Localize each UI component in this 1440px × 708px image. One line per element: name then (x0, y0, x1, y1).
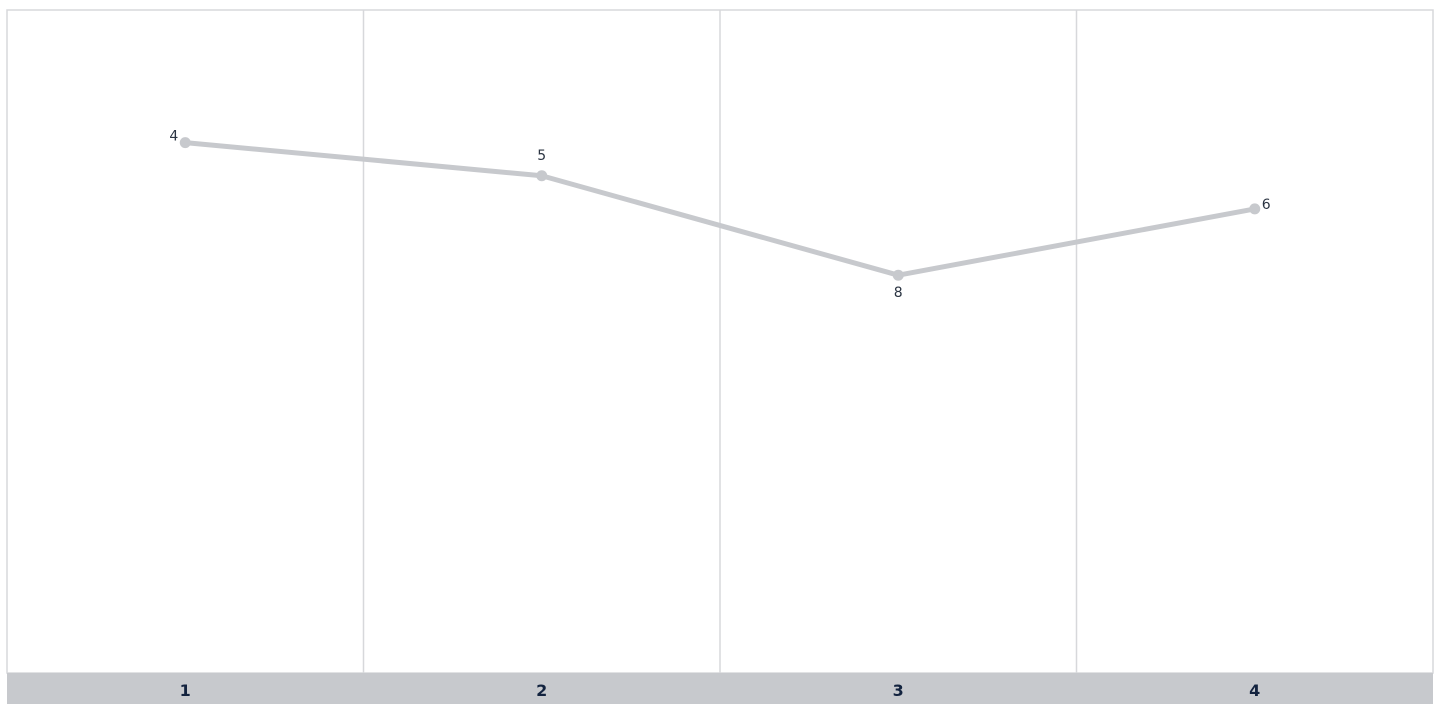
category-label: 4 (1249, 681, 1260, 700)
category-band: 1 2 3 4 (7, 673, 1433, 704)
data-label: 5 (537, 148, 546, 164)
series-layer (179, 137, 1261, 281)
data-point (892, 269, 904, 281)
category-label: 2 (536, 681, 547, 700)
category-label: 3 (893, 681, 904, 700)
data-point (536, 170, 548, 182)
data-point (179, 137, 191, 149)
data-label: 4 (169, 129, 178, 145)
category-label: 1 (180, 681, 191, 700)
data-label: 6 (1262, 197, 1271, 213)
category-band-background (7, 673, 1433, 704)
data-label: 8 (894, 285, 903, 301)
grid-lines (362, 10, 1078, 683)
data-point (1249, 203, 1261, 215)
series-line (182, 140, 1258, 278)
data-labels: 4 5 8 6 (169, 129, 1270, 302)
